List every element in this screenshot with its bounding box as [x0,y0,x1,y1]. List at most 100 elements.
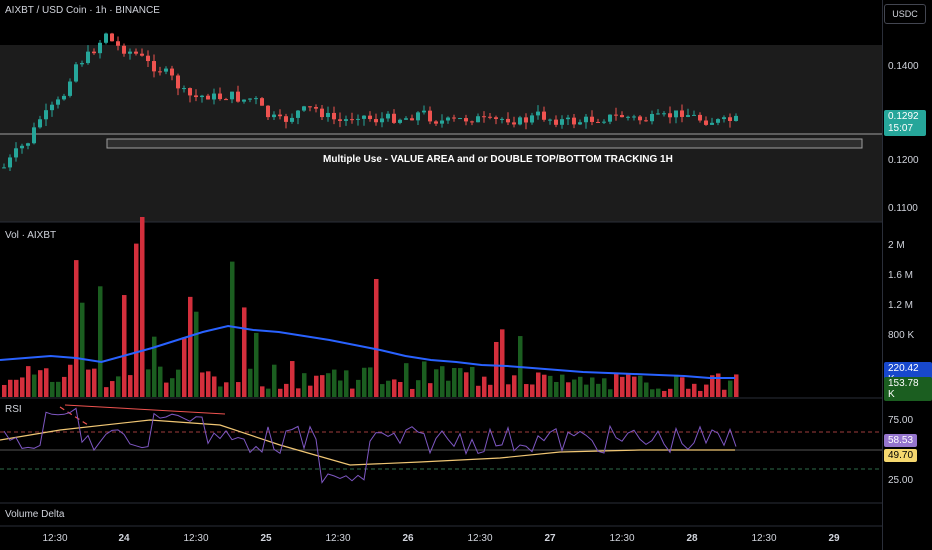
volume-bar[interactable] [200,372,205,397]
volume-bar[interactable] [620,376,625,397]
volume-bar[interactable] [530,384,535,397]
volume-bar[interactable] [224,382,229,397]
candle[interactable] [500,118,504,120]
volume-bar[interactable] [722,389,727,397]
candle[interactable] [722,117,726,120]
candle[interactable] [482,116,486,118]
volume-bar[interactable] [476,385,481,397]
volume-bar[interactable] [194,311,199,397]
candle[interactable] [188,88,192,96]
annotation-text[interactable]: Multiple Use - VALUE AREA and or DOUBLE … [323,154,673,165]
candle[interactable] [716,119,720,123]
volume-bar[interactable] [104,387,109,397]
volume-bar[interactable] [56,381,61,397]
candle[interactable] [32,127,36,144]
volume-bar[interactable] [716,373,721,397]
volume-bar[interactable] [26,366,31,397]
candle[interactable] [56,99,60,105]
volume-bar[interactable] [260,386,265,397]
volume-bar[interactable] [14,379,19,397]
volume-bar[interactable] [398,382,403,397]
candle[interactable] [542,111,546,120]
candle[interactable] [116,41,120,46]
volume-bar[interactable] [482,376,487,397]
candle[interactable] [554,119,558,125]
candle[interactable] [224,99,228,101]
candle[interactable] [362,115,366,119]
volume-bar[interactable] [116,376,121,397]
candle[interactable] [98,42,102,54]
candle[interactable] [452,117,456,119]
candle[interactable] [710,122,714,125]
volume-bar[interactable] [206,371,211,397]
volume-bar[interactable] [494,341,499,397]
candle[interactable] [614,114,618,116]
volume-bar[interactable] [272,364,277,397]
volume-bar[interactable] [242,307,247,397]
volume-bar[interactable] [632,376,637,397]
volume-bar[interactable] [638,375,643,397]
volume-bar[interactable] [650,389,655,397]
rsi-pane-label[interactable]: RSI [5,404,22,415]
volume-bar[interactable] [50,381,55,397]
candle[interactable] [20,145,24,149]
candle[interactable] [590,116,594,122]
candle[interactable] [122,45,126,54]
candle[interactable] [314,107,318,109]
volume-bar[interactable] [380,384,385,397]
volume-bar[interactable] [512,375,517,397]
volume-bar[interactable] [74,260,79,397]
candle[interactable] [434,121,438,124]
candle[interactable] [296,110,300,118]
candle[interactable] [626,116,630,118]
volume-bar[interactable] [434,369,439,397]
candle[interactable] [476,116,480,123]
candle[interactable] [128,51,132,54]
candle[interactable] [254,98,258,100]
candle[interactable] [692,114,696,116]
candle[interactable] [734,115,738,121]
volume-bar[interactable] [92,368,97,397]
volume-bar[interactable] [32,374,37,397]
candle[interactable] [338,119,342,121]
volume-bar[interactable] [416,380,421,397]
double-top-bottom-zone[interactable] [106,138,863,149]
candle[interactable] [512,122,516,125]
volume-bar[interactable] [566,382,571,397]
volume-bar[interactable] [86,369,91,397]
candle[interactable] [536,111,540,116]
volume-bar[interactable] [170,378,175,397]
candle[interactable] [62,95,66,100]
candle[interactable] [464,118,468,122]
candle[interactable] [446,117,450,121]
rsi-value-tag[interactable]: 58.53 [884,434,918,447]
volume-bar[interactable] [590,377,595,397]
volume-bar[interactable] [236,382,241,397]
volume-bar[interactable] [20,377,25,397]
volume-bar[interactable] [584,384,589,397]
volume-bar[interactable] [452,367,457,397]
candle[interactable] [242,99,246,102]
volume-bar[interactable] [332,369,337,397]
volume-bar[interactable] [734,374,739,397]
volume-bar[interactable] [506,384,511,397]
candle[interactable] [494,117,498,119]
volume-bar[interactable] [572,379,577,397]
volume-bar[interactable] [302,373,307,397]
candle[interactable] [374,119,378,123]
candle[interactable] [326,112,330,118]
current-price-tag[interactable]: 0.1292 15:07 [884,110,926,136]
volume-bar[interactable] [308,385,313,397]
candle[interactable] [308,106,312,108]
candle[interactable] [416,112,420,121]
volume-bar[interactable] [2,384,7,397]
candle[interactable] [488,116,492,118]
candle[interactable] [650,114,654,122]
volume-bar[interactable] [548,375,553,397]
volume-bar[interactable] [284,383,289,397]
candle[interactable] [80,63,84,65]
volume-bar[interactable] [326,373,331,397]
volume-value-tag[interactable]: 153.78 K [884,377,932,401]
candle[interactable] [176,75,180,89]
